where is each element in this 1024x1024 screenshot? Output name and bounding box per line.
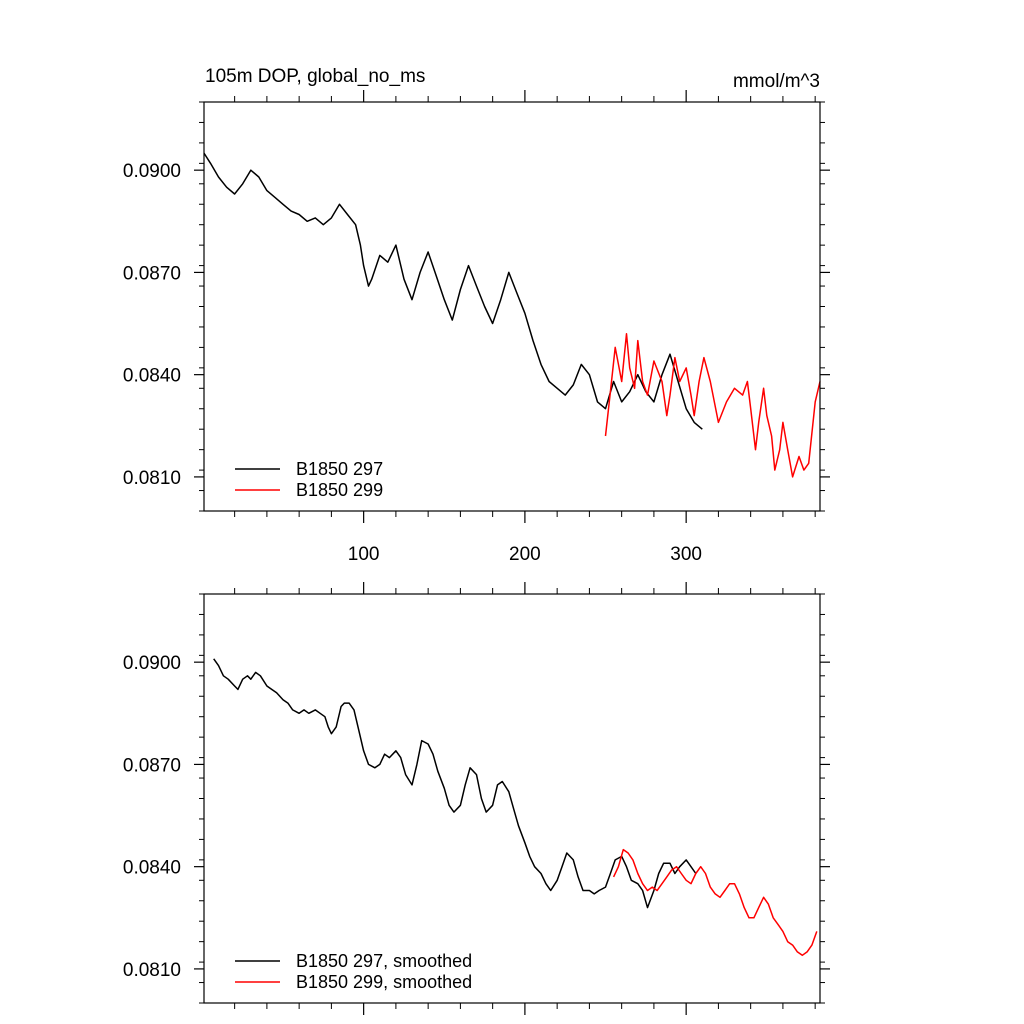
- top-panel-axes: 0.0810 0.0840 0.0870 0.0900 100 200 300: [123, 90, 830, 565]
- y-tick-label: 0.0900: [123, 161, 181, 182]
- y-tick-label: 0.0840: [123, 858, 181, 879]
- bottom-panel-axes: 0.0810 0.0840 0.0870 0.0900: [123, 582, 830, 1015]
- series-line-2: [612, 848, 818, 957]
- legend-label-1: B1850 297, smoothed: [296, 951, 472, 971]
- x-tick-label: 100: [348, 544, 380, 565]
- y-tick-label: 0.0840: [123, 366, 181, 387]
- y-tick-label: 0.0870: [123, 755, 181, 776]
- top-panel: 105m DOP, global_no_ms mmol/m^3 0.08100.…: [123, 66, 830, 565]
- series-line-2: [604, 333, 821, 478]
- x-tick-label: 200: [509, 544, 541, 565]
- y-tick-label: 0.0810: [123, 468, 181, 489]
- x-tick-label: 300: [670, 544, 702, 565]
- units-label: mmol/m^3: [733, 71, 820, 92]
- top-panel-frame: [203, 101, 821, 512]
- legend-label-1: B1850 297: [296, 459, 383, 479]
- bottom-panel-series: [213, 658, 818, 957]
- bottom-panel-frame: [203, 593, 821, 1004]
- y-tick-label: 0.0900: [123, 653, 181, 674]
- y-tick-label: 0.0870: [123, 263, 181, 284]
- legend-label-2: B1850 299, smoothed: [296, 972, 472, 992]
- bottom-panel: 0.0810 0.0840 0.0870 0.0900 B1850 297, smoo…: [123, 582, 830, 1015]
- top-panel-series: [203, 152, 821, 478]
- y-tick-label: 0.0810: [123, 960, 181, 981]
- chart-title: 105m DOP, global_no_ms: [205, 66, 425, 87]
- legend-label-2: B1850 299: [296, 480, 383, 500]
- series-line-1: [213, 658, 697, 909]
- series-line-1: [203, 152, 703, 430]
